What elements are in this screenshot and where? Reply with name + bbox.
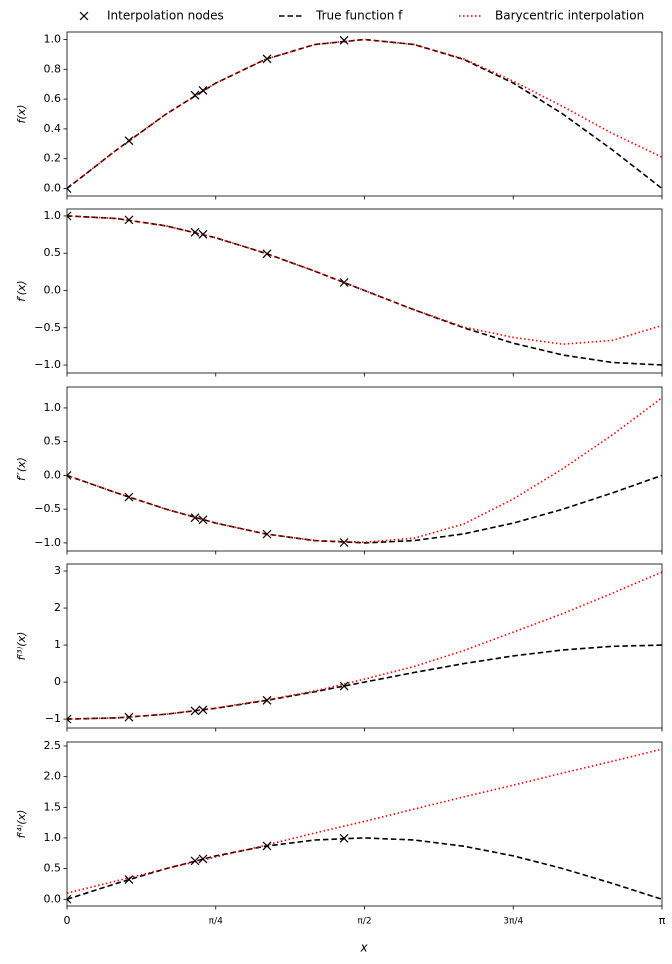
node-marker: [124, 136, 134, 146]
node-marker: [198, 86, 208, 95]
node-marker: [339, 833, 349, 843]
y-tick-label: 1.0: [44, 831, 62, 844]
plot-area: [67, 748, 662, 904]
node-marker: [198, 515, 208, 525]
y-axis-label: f⁽³⁾(x): [15, 632, 28, 661]
node-marker: [67, 184, 72, 193]
y-tick-label: 1: [54, 638, 61, 651]
y-axis-label: f⁽⁴⁾(x): [15, 810, 28, 839]
node-marker: [262, 54, 272, 64]
node-marker: [198, 229, 208, 239]
node-marker: [190, 513, 200, 523]
series-line: [67, 571, 662, 720]
node-marker: [67, 470, 72, 480]
node-marker: [124, 875, 134, 885]
series-line: [67, 38, 662, 190]
x-tick-label: π/2: [357, 917, 371, 927]
y-tick-label: 0.0: [44, 182, 62, 195]
node-marker: [262, 841, 272, 851]
series-line: [67, 215, 662, 346]
plot-area: [67, 211, 662, 366]
plot-area: [67, 35, 662, 193]
node-marker: [124, 712, 134, 722]
y-tick-label: −0.5: [34, 502, 61, 515]
node-marker: [124, 215, 134, 225]
x-tick-label: π: [659, 914, 666, 927]
y-tick-label: 0.0: [44, 468, 62, 481]
y-tick-label: 0.0: [44, 283, 62, 296]
y-tick-label: 2.0: [44, 770, 62, 783]
y-tick-label: 1.5: [44, 800, 62, 813]
legend-label: Interpolation nodes: [107, 9, 224, 23]
series-line: [67, 38, 662, 190]
y-tick-label: 0.6: [44, 92, 62, 105]
axes-frame: [66, 563, 663, 729]
node-marker: [262, 529, 272, 539]
y-tick-label: 2.5: [44, 739, 62, 752]
node-marker: [190, 856, 200, 866]
node-marker: [190, 90, 200, 100]
y-tick-label: 0: [54, 675, 61, 688]
y-tick-label: 0.8: [44, 62, 62, 75]
node-marker: [124, 492, 134, 502]
node-marker: [339, 538, 349, 547]
node-marker: [198, 705, 208, 715]
y-tick-label: −0.5: [34, 321, 61, 334]
node-marker: [190, 706, 200, 716]
series-line: [67, 837, 662, 901]
y-tick-label: 0.5: [44, 435, 62, 448]
node-marker: [262, 695, 272, 705]
series-line: [67, 644, 662, 720]
y-tick-label: 2: [54, 601, 61, 614]
y-tick-label: −1.0: [34, 358, 61, 371]
y-tick-label: −1.0: [34, 536, 61, 549]
y-axis-label: f′′(x): [15, 457, 28, 481]
series-line: [67, 474, 662, 544]
node-marker: [262, 249, 272, 259]
y-tick-label: 3: [54, 564, 61, 577]
y-axis-label: f(x): [15, 105, 28, 124]
y-tick-label: 0.0: [44, 892, 62, 905]
series-line: [67, 397, 662, 544]
x-tick-label: π/4: [209, 917, 223, 927]
node-marker: [339, 35, 349, 45]
plot-area: [67, 571, 662, 724]
axes-frame: [66, 386, 663, 552]
node-marker: [190, 227, 200, 237]
y-tick-label: −1: [45, 712, 61, 725]
legend-label: Barycentric interpolation: [495, 9, 644, 23]
y-tick-label: 0.5: [44, 246, 62, 259]
legend-label: True function f: [315, 9, 403, 23]
node-marker: [339, 278, 349, 287]
axes-frame: [66, 31, 663, 197]
node-marker: [67, 211, 72, 221]
y-tick-label: 1.0: [44, 32, 62, 45]
node-marker: [67, 894, 72, 904]
node-marker: [339, 681, 349, 691]
legend-marker: [79, 11, 89, 21]
y-tick-label: 1.0: [44, 401, 62, 414]
plot-area: [67, 397, 662, 547]
x-tick-label: 0: [64, 914, 71, 927]
y-tick-label: 0.5: [44, 862, 62, 875]
node-marker: [67, 714, 72, 724]
x-axis-label: x: [359, 941, 368, 955]
series-line: [67, 748, 662, 894]
y-tick-label: 0.2: [44, 152, 62, 165]
y-axis-label: f′(x): [15, 280, 28, 301]
x-tick-label: 3π/4: [503, 917, 523, 927]
y-tick-label: 0.4: [44, 122, 62, 135]
axes-frame: [66, 741, 663, 907]
y-tick-label: 1.0: [44, 209, 62, 222]
node-marker: [198, 854, 208, 864]
